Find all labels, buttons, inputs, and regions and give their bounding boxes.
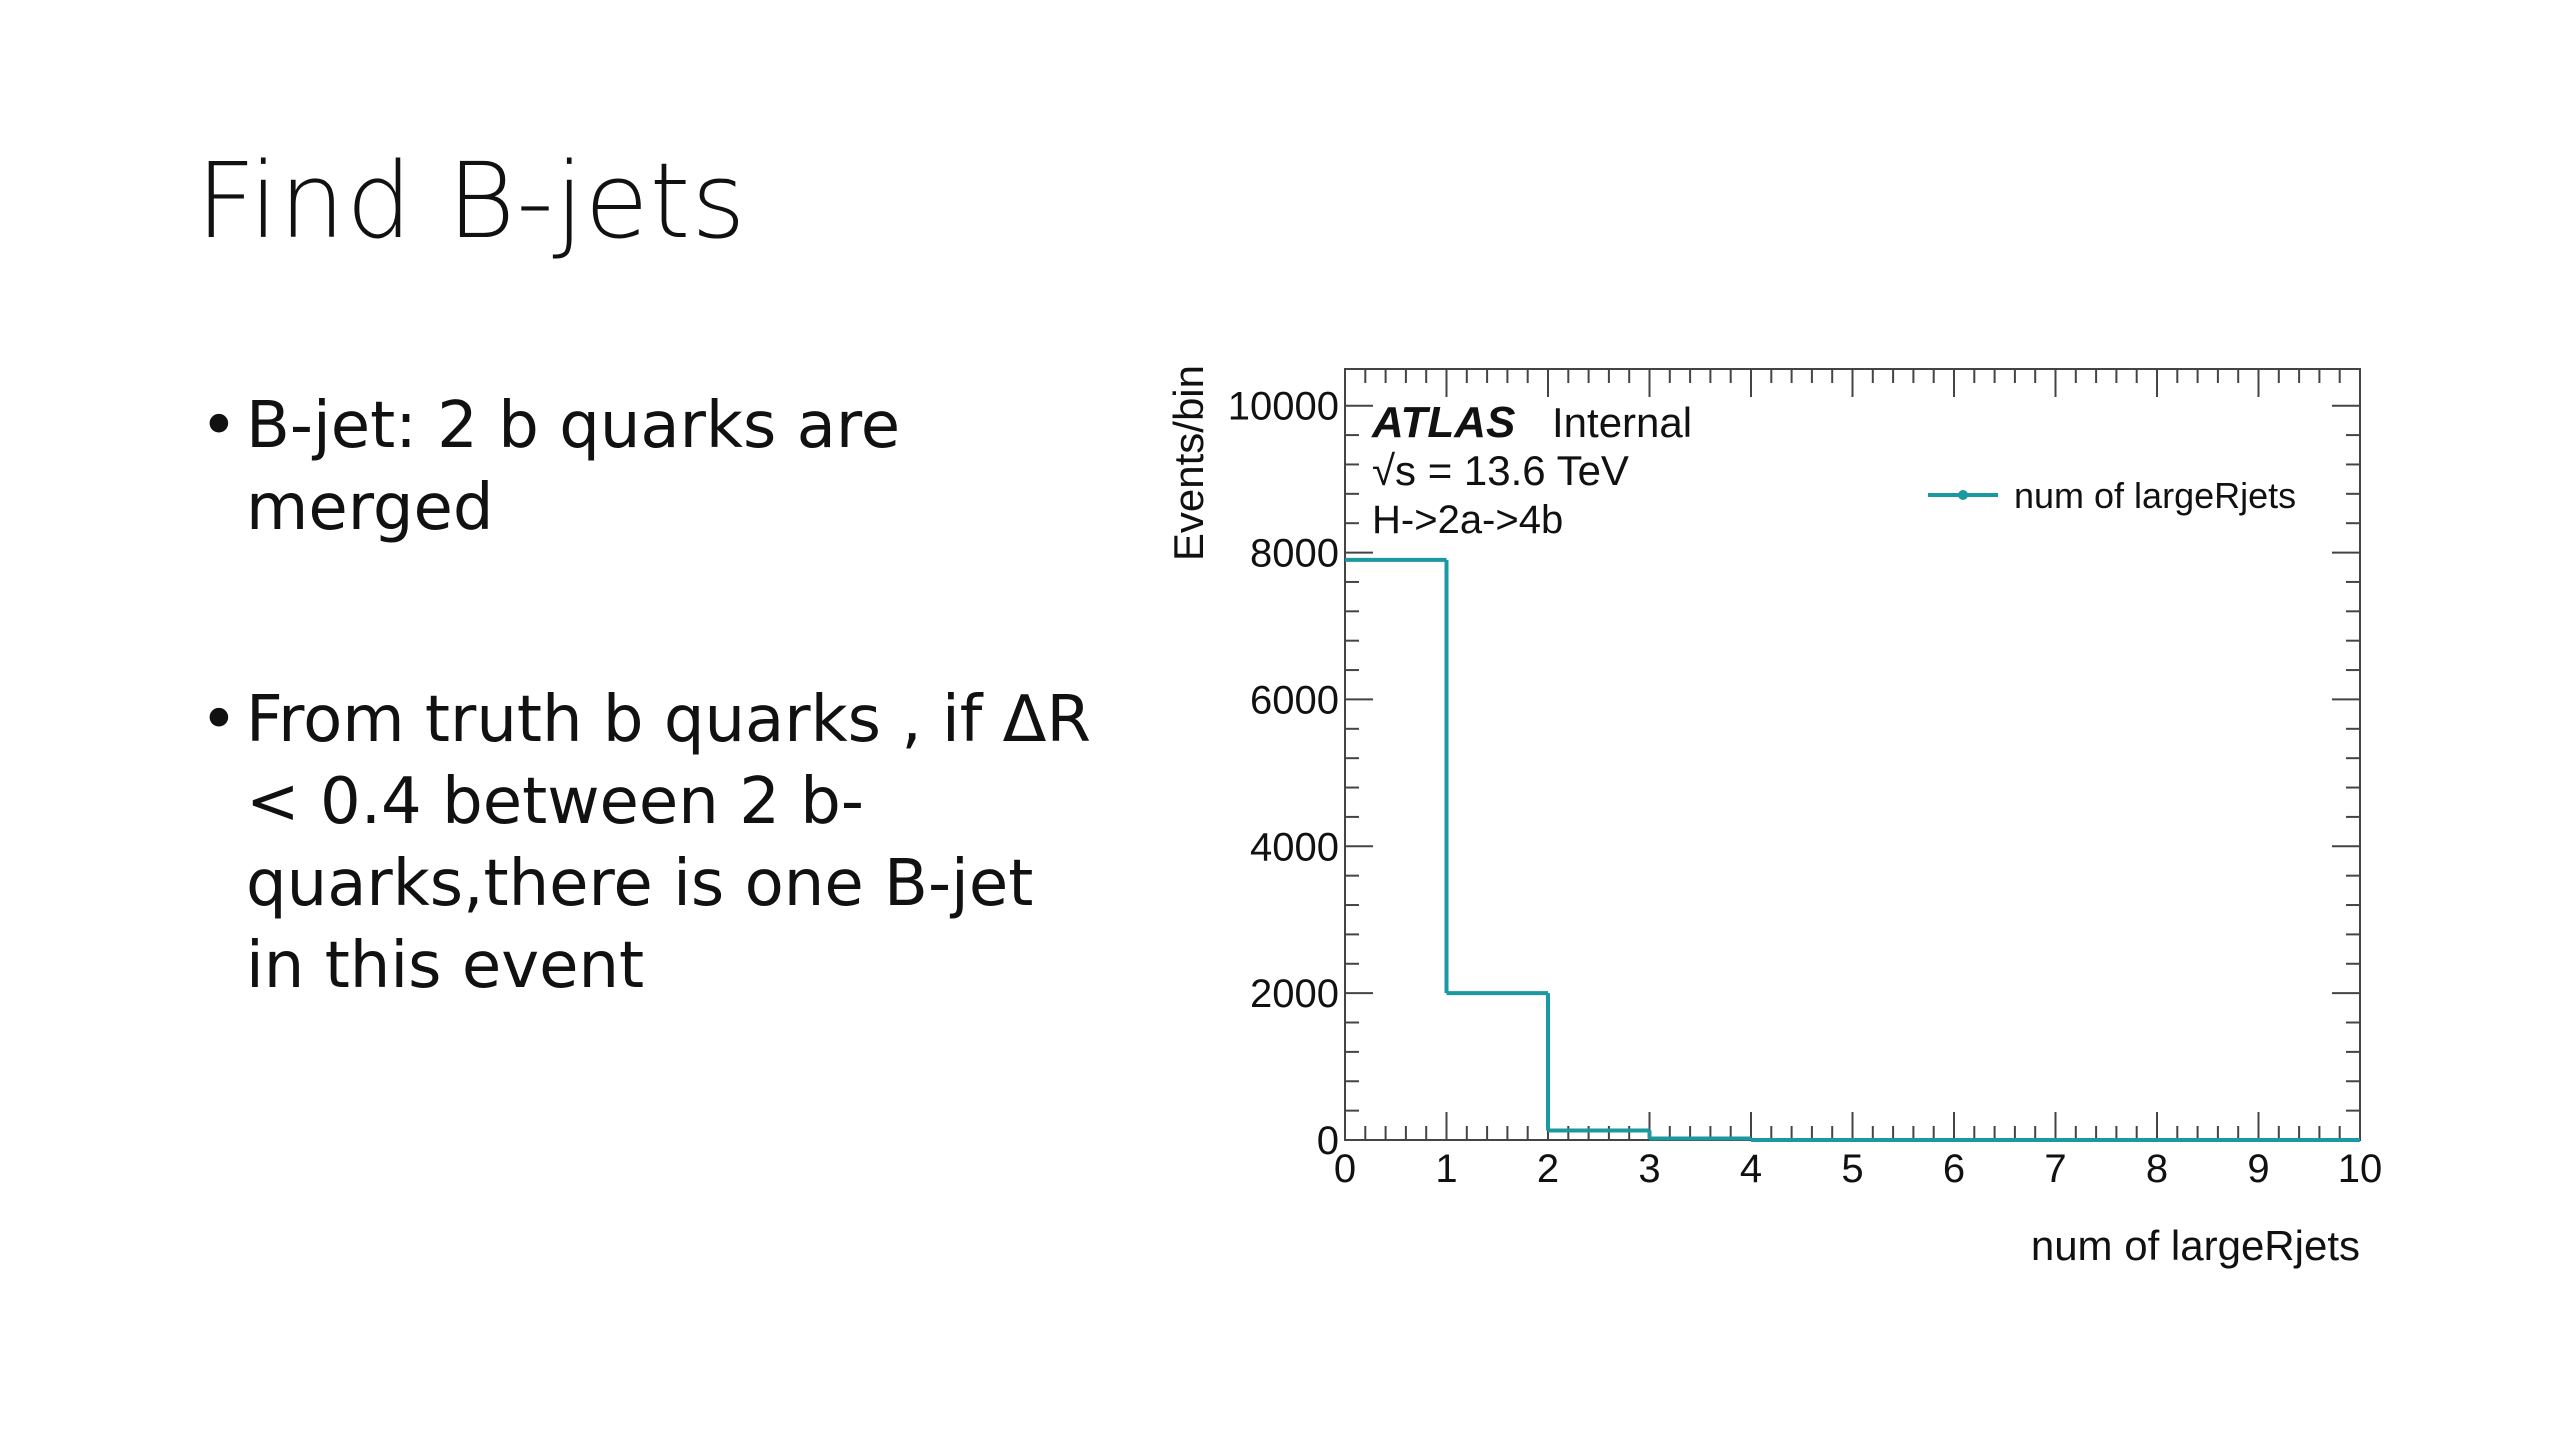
internal-label: Internal (1552, 399, 1692, 446)
bullet: From truth b quarks , if ΔR < 0.4 betwee… (200, 679, 1100, 1007)
x-tick-label: 3 (1638, 1147, 1660, 1191)
x-tick-label: 7 (2044, 1147, 2066, 1191)
bullet: B-jet: 2 b quarks are merged (200, 385, 1100, 549)
x-tick-label: 9 (2247, 1147, 2269, 1191)
x-tick-label: 8 (2146, 1147, 2168, 1191)
x-tick-label: 0 (1334, 1147, 1356, 1191)
bullet-list: B-jet: 2 b quarks are merged From truth … (200, 385, 1100, 1137)
y-axis-title: Events/bin (1165, 365, 1212, 561)
y-tick-label: 6000 (1250, 678, 1339, 722)
y-tick-label: 4000 (1250, 825, 1339, 869)
x-tick-label: 4 (1740, 1147, 1762, 1191)
x-tick-label: 2 (1537, 1147, 1559, 1191)
y-tick-label: 2000 (1250, 972, 1339, 1016)
x-axis-title: num of largeRjets (2031, 1222, 2360, 1269)
energy-label: √s = 13.6 TeV (1372, 447, 1629, 494)
atlas-label: ATLAS (1371, 398, 1515, 447)
y-tick-label: 0 (1317, 1119, 1339, 1163)
y-tick-label: 10000 (1228, 385, 1339, 429)
x-tick-label: 10 (2338, 1147, 2383, 1191)
x-tick-label: 1 (1435, 1147, 1457, 1191)
process-label: H->2a->4b (1372, 498, 1563, 542)
slide-title: Find B-jets (196, 140, 747, 262)
legend-label: num of largeRjets (2014, 475, 2296, 516)
legend-marker (1958, 490, 1968, 500)
y-tick-label: 8000 (1250, 532, 1339, 576)
x-tick-label: 6 (1943, 1147, 1965, 1191)
x-tick-label: 5 (1841, 1147, 1863, 1191)
